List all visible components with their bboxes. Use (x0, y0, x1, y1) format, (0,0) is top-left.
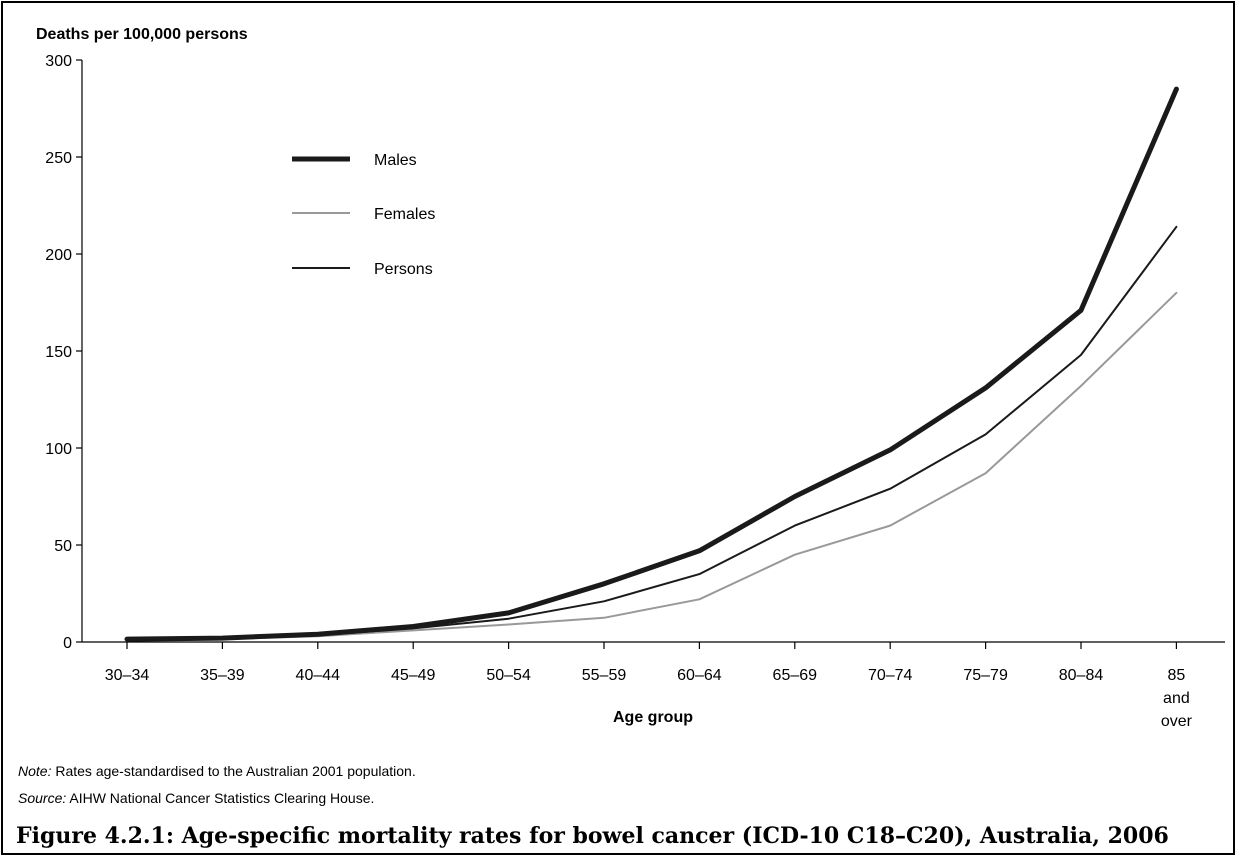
legend: Males Females Persons (292, 152, 435, 278)
x-tick-label: 85 and over (1161, 667, 1193, 730)
x-tick-label: 40–44 (296, 667, 341, 684)
source-line: Source: AIHW National Cancer Statistics … (18, 790, 374, 806)
legend-label-males: Males (374, 152, 417, 169)
y-tick-label: 0 (63, 635, 72, 652)
x-tick-label: 30–34 (105, 667, 150, 684)
note-text: Rates age-standardised to the Australian… (51, 763, 416, 779)
figure-caption: Figure 4.2.1: Age-specific mortality rat… (16, 823, 1169, 849)
y-ticks: 0 50 100 150 200 250 300 (45, 53, 82, 652)
y-tick-label: 250 (45, 150, 72, 167)
y-tick-label: 100 (45, 441, 72, 458)
axes (81, 60, 1225, 643)
y-axis-title: Deaths per 100,000 persons (36, 26, 248, 43)
source-label: Source: (18, 790, 67, 806)
series-lines (124, 86, 1179, 642)
x-tick-label: 65–69 (773, 667, 818, 684)
y-tick-label: 150 (45, 344, 72, 361)
series-line-persons (126, 225, 1178, 641)
source-text: AIHW National Cancer Statistics Clearing… (66, 790, 375, 806)
x-ticks: 30–34 35–39 40–44 45–49 50–54 55–59 60–64 65–69… (105, 642, 1193, 730)
note-line: Note: Rates age-standardised to the Aust… (18, 763, 416, 779)
x-tick-label: 45–49 (391, 667, 436, 684)
x-tick-label: 60–64 (677, 667, 722, 684)
x-tick-label: 55–59 (582, 667, 627, 684)
note-label: Note: (18, 763, 52, 779)
y-tick-label: 300 (45, 53, 72, 70)
x-tick-label: 80–84 (1059, 667, 1104, 684)
legend-label-females: Females (374, 206, 435, 223)
x-tick-label: 70–74 (868, 667, 913, 684)
y-tick-label: 200 (45, 247, 72, 264)
mortality-line-chart: Deaths per 100,000 persons Age group 0 50… (36, 26, 1225, 730)
legend-label-persons: Persons (374, 261, 433, 278)
x-tick-label: 75–79 (963, 667, 1008, 684)
x-tick-label: 35–39 (200, 667, 245, 684)
series-line-males (124, 86, 1179, 642)
x-axis-title: Age group (613, 709, 693, 726)
y-tick-label: 50 (54, 538, 72, 555)
x-tick-label: 50–54 (486, 667, 531, 684)
